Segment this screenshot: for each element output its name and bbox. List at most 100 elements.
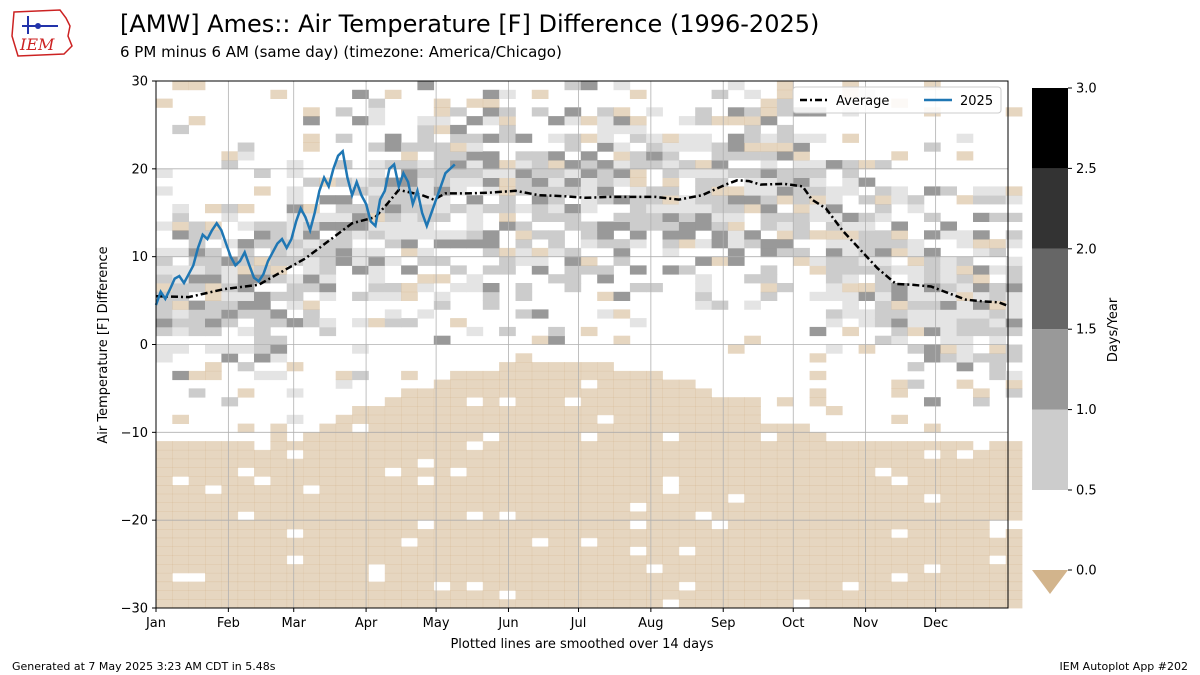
heatmap-cell [858,520,876,530]
heatmap-cell [482,555,500,565]
heatmap-cell [417,441,435,451]
heatmap-cell [319,546,337,556]
heatmap-cell [172,537,189,547]
heatmap-cell [368,186,386,196]
heatmap-cell [270,274,288,284]
heatmap-cell [597,599,614,609]
heatmap-cell [727,599,745,609]
heatmap-cell [727,186,745,196]
heatmap-cell [956,309,974,319]
heatmap-cell [858,485,876,495]
heatmap-cell [825,441,843,451]
heatmap-cell [172,502,189,512]
heatmap-cell [172,493,189,503]
heatmap-cell [531,256,549,266]
heatmap-cell [744,529,761,539]
heatmap-cell [580,151,598,161]
heatmap-cell [793,590,810,600]
heatmap-cell [678,537,696,547]
heatmap-cell [319,247,337,258]
heatmap-cell [303,283,320,293]
logo-text: IEM [19,35,55,54]
heatmap-cell [825,529,843,539]
heatmap-cell [973,555,990,565]
heatmap-cell [907,239,925,249]
heatmap-cell [842,239,859,249]
heatmap-cell [793,212,810,222]
heatmap-cell [629,230,647,240]
heatmap-cell [205,230,222,240]
heatmap-cell [613,124,631,135]
heatmap-cell [678,221,696,231]
heatmap-cell [924,581,941,591]
heatmap-cell [1005,449,1023,460]
heatmap-cell [646,186,663,196]
heatmap-cell [956,485,974,495]
colorbar-tick-label: 2.0 [1076,242,1097,257]
heatmap-cell [499,572,516,583]
heatmap-cell [597,116,614,126]
heatmap-cell [466,414,484,424]
heatmap-cell [450,564,467,574]
heatmap-cell [874,476,892,486]
colorbar-tick-label: 1.5 [1076,323,1097,338]
heatmap-cell [417,124,435,135]
heatmap-cell [842,186,859,196]
heatmap-cell [499,406,516,416]
x-tick-label: Feb [217,616,240,631]
heatmap-cell [417,160,435,170]
heatmap-cell [401,239,418,249]
heatmap-cell [482,564,500,574]
heatmap-cell [597,362,614,372]
heatmap-cell [956,458,974,468]
heatmap-cell [466,388,484,398]
heatmap-cell [450,485,467,495]
heatmap-cell [515,353,533,363]
heatmap-cell [874,572,892,583]
heatmap-cell [237,423,255,433]
heatmap-cell [924,344,941,354]
heatmap-cell [482,414,500,424]
heatmap-cell [237,326,255,337]
heatmap-cell [711,590,729,600]
heatmap-cell [695,283,712,293]
heatmap-cell [662,467,680,477]
heatmap-cell [940,256,957,266]
heatmap-cell [548,335,565,345]
heatmap-cell [924,441,941,451]
heatmap-cell [825,502,843,512]
heatmap-cell [531,555,549,565]
heatmap-cell [401,221,418,231]
heatmap-cell [646,423,663,433]
heatmap-cell [1005,291,1023,301]
heatmap-cell [450,388,467,398]
heatmap-cell [973,239,990,249]
heatmap-cell [286,537,304,547]
heatmap-cell [956,274,974,284]
heatmap-cell [515,186,533,196]
heatmap-cell [564,476,582,486]
heatmap-cell [580,423,598,433]
heatmap-cell [727,520,745,530]
heatmap-cell [188,116,206,126]
heatmap-cell [891,546,908,556]
heatmap-cell [727,423,745,433]
heatmap-cell [188,537,206,547]
heatmap-cell [842,283,859,293]
heatmap-cell [956,300,974,310]
colorbar-bin [1032,409,1068,490]
heatmap-cell [352,555,369,565]
heatmap-cell [662,511,680,521]
heatmap-cell [188,370,206,381]
heatmap-cell [842,230,859,240]
heatmap-cell [221,493,239,503]
heatmap-cell [205,590,222,600]
heatmap-cell [891,335,908,345]
heatmap-cell [548,555,565,565]
heatmap-cell [237,221,255,231]
heatmap-cell [662,441,680,451]
heatmap-cell [564,265,582,275]
heatmap-cell [989,300,1006,310]
heatmap-cell [629,458,647,468]
heatmap-cell [531,379,549,389]
